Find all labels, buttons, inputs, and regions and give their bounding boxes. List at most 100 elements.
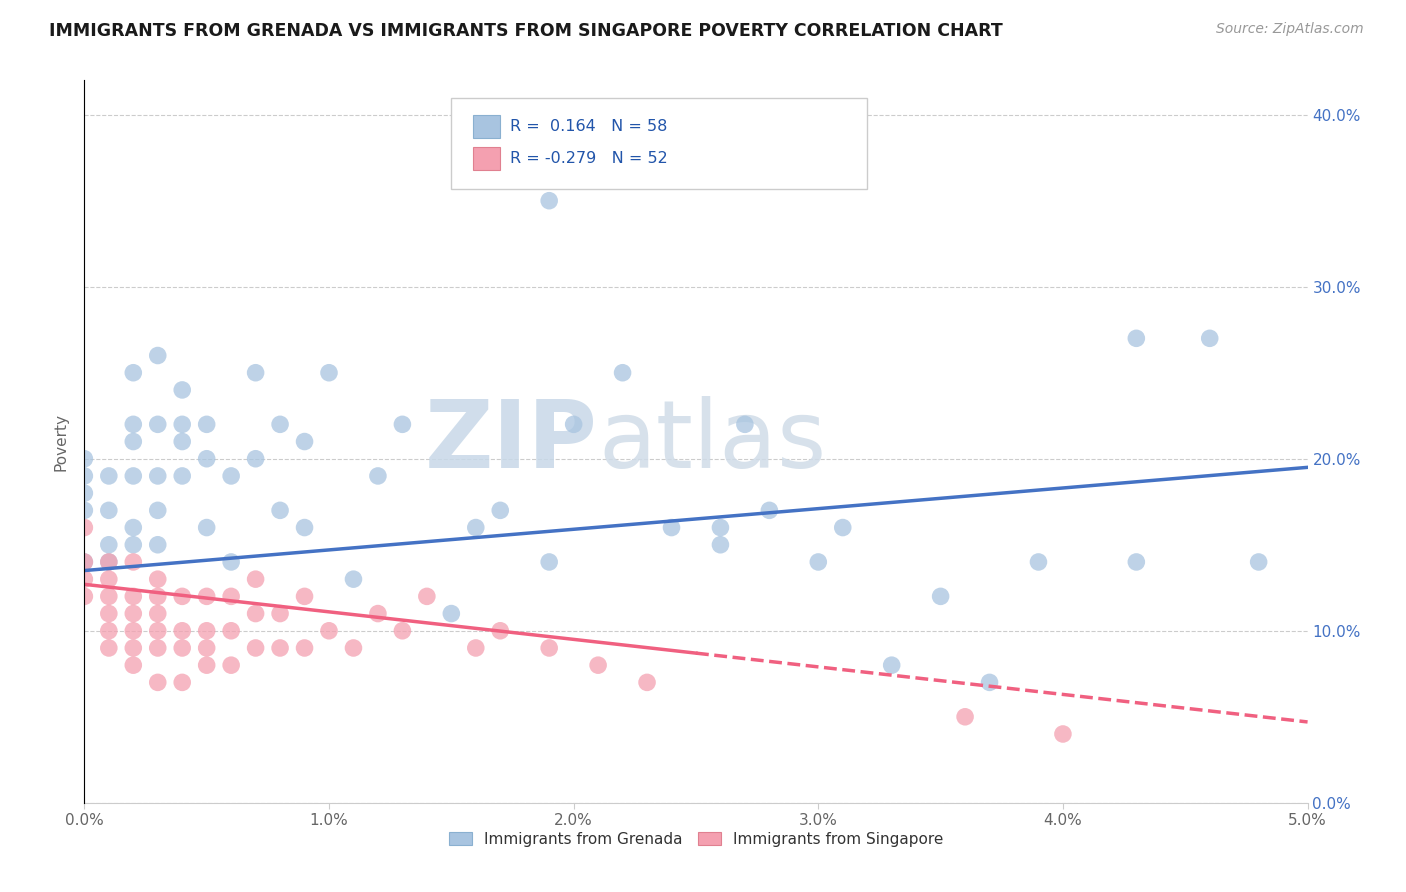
Point <box>245 607 267 621</box>
Point <box>709 520 731 534</box>
Point <box>1052 727 1074 741</box>
Point <box>97 607 120 621</box>
Point <box>1125 331 1147 345</box>
Point <box>195 520 218 534</box>
Point <box>367 607 389 621</box>
Point <box>146 607 169 621</box>
Point <box>953 710 976 724</box>
Point <box>709 538 731 552</box>
Point <box>562 417 585 432</box>
Point <box>294 590 316 604</box>
Point <box>195 417 218 432</box>
Legend: Immigrants from Grenada, Immigrants from Singapore: Immigrants from Grenada, Immigrants from… <box>443 826 949 853</box>
Text: R =  0.164   N = 58: R = 0.164 N = 58 <box>510 119 668 134</box>
Text: IMMIGRANTS FROM GRENADA VS IMMIGRANTS FROM SINGAPORE POVERTY CORRELATION CHART: IMMIGRANTS FROM GRENADA VS IMMIGRANTS FR… <box>49 22 1002 40</box>
Point <box>146 538 169 552</box>
Point <box>195 640 218 655</box>
Point <box>489 624 512 638</box>
Point <box>73 469 96 483</box>
Point <box>97 590 120 604</box>
Point <box>172 434 194 449</box>
Point <box>391 624 413 638</box>
Point <box>612 366 634 380</box>
Point <box>489 503 512 517</box>
Point <box>97 503 120 517</box>
Point <box>97 624 120 638</box>
Text: R = -0.279   N = 52: R = -0.279 N = 52 <box>510 151 668 166</box>
Point <box>97 555 120 569</box>
Point <box>73 486 96 500</box>
Point <box>880 658 903 673</box>
Point <box>1125 555 1147 569</box>
Point <box>172 640 194 655</box>
Point <box>172 675 194 690</box>
Point <box>73 590 96 604</box>
Point <box>538 555 561 569</box>
Point <box>440 607 463 621</box>
Point <box>1028 555 1050 569</box>
Point <box>122 624 145 638</box>
Point <box>661 520 683 534</box>
Point <box>195 624 218 638</box>
Point <box>538 640 561 655</box>
Point <box>195 590 218 604</box>
Point <box>219 624 242 638</box>
Bar <box>474 115 501 138</box>
Point <box>245 640 267 655</box>
Point <box>146 624 169 638</box>
Point <box>245 451 267 466</box>
Point <box>146 590 169 604</box>
Text: Source: ZipAtlas.com: Source: ZipAtlas.com <box>1216 22 1364 37</box>
Point <box>172 624 194 638</box>
Point <box>146 640 169 655</box>
Point <box>122 640 145 655</box>
Point <box>342 572 364 586</box>
Point <box>1198 331 1220 345</box>
Point <box>122 538 145 552</box>
Point <box>73 555 96 569</box>
Point <box>318 624 340 638</box>
Point <box>146 675 169 690</box>
Point <box>758 503 780 517</box>
Point <box>73 555 96 569</box>
Point <box>269 640 291 655</box>
Point <box>172 590 194 604</box>
Point <box>97 555 120 569</box>
Point <box>195 658 218 673</box>
Point <box>146 572 169 586</box>
Point <box>73 503 96 517</box>
Point <box>294 520 316 534</box>
Point <box>929 590 952 604</box>
Point <box>269 503 291 517</box>
Point <box>342 640 364 655</box>
Point <box>538 194 561 208</box>
Point <box>97 640 120 655</box>
Point <box>122 658 145 673</box>
Point <box>269 417 291 432</box>
Point <box>294 434 316 449</box>
Point <box>367 469 389 483</box>
Point <box>464 520 486 534</box>
FancyBboxPatch shape <box>451 98 868 189</box>
Point <box>636 675 658 690</box>
Point <box>294 640 316 655</box>
Point <box>219 658 242 673</box>
Point <box>122 469 145 483</box>
Point <box>831 520 853 534</box>
Point <box>219 469 242 483</box>
Point <box>219 590 242 604</box>
Point <box>122 555 145 569</box>
Point <box>122 607 145 621</box>
Text: atlas: atlas <box>598 395 827 488</box>
Point <box>73 451 96 466</box>
Point <box>97 538 120 552</box>
Point <box>122 590 145 604</box>
Point <box>97 572 120 586</box>
Point <box>269 607 291 621</box>
Point <box>122 520 145 534</box>
Point <box>416 590 439 604</box>
Point <box>1247 555 1270 569</box>
Point <box>195 451 218 466</box>
Point <box>464 640 486 655</box>
Point <box>97 469 120 483</box>
